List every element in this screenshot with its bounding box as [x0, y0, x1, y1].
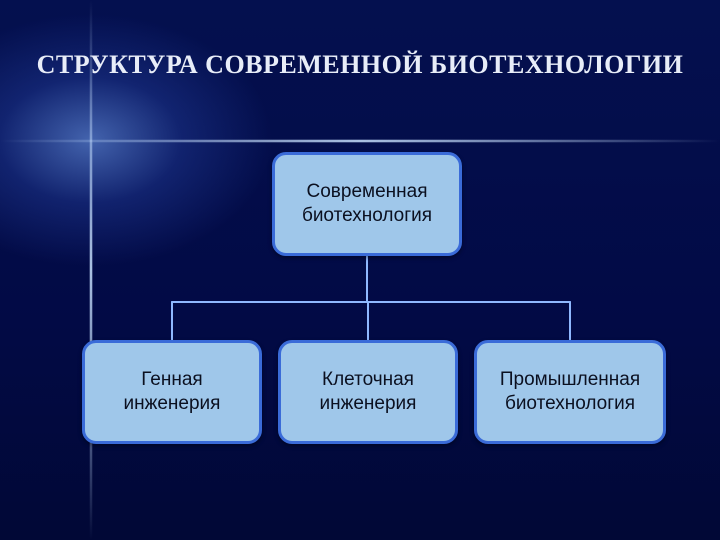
tree-child-node: Промышленная биотехнология — [474, 340, 666, 444]
slide-title: СТРУКТУРА СОВРЕМЕННОЙ БИОТЕХНОЛОГИИ — [14, 50, 706, 80]
lens-flare-vertical — [90, 0, 92, 540]
tree-root-node: Современная биотехнология — [272, 152, 462, 256]
tree-child-node: Клеточная инженерия — [278, 340, 458, 444]
slide-stage: СТРУКТУРА СОВРЕМЕННОЙ БИОТЕХНОЛОГИИ Совр… — [0, 0, 720, 540]
tree-child-node: Генная инженерия — [82, 340, 262, 444]
tree-connectors — [0, 0, 720, 540]
lens-flare-horizontal — [0, 140, 720, 142]
